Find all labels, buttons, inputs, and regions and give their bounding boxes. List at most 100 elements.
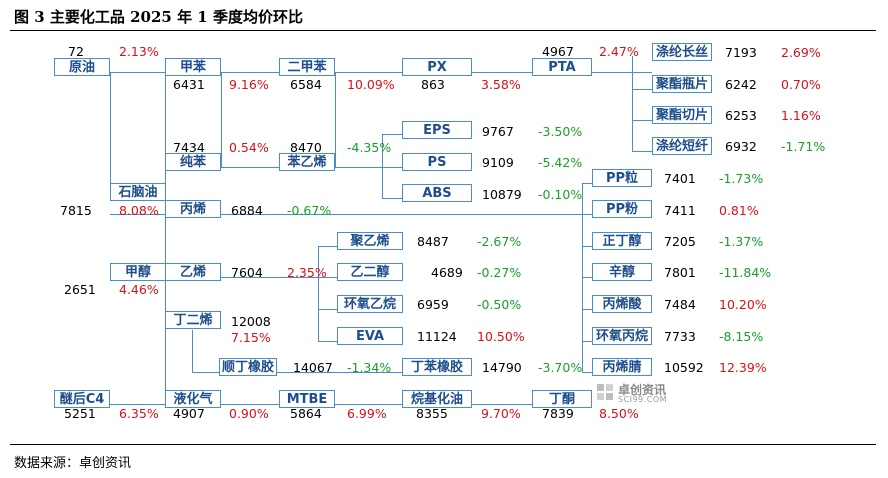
change-percent: -1.73%	[719, 171, 764, 186]
change-percent: -0.10%	[538, 187, 583, 202]
price-value: 8470	[290, 140, 322, 155]
price-value: 7411	[664, 203, 696, 218]
data-source: 数据来源：卓创资讯	[14, 456, 132, 471]
product-box-pta: PTA	[532, 58, 592, 76]
product-box-psf: 涤纶短纤	[652, 137, 712, 155]
connector-line	[110, 214, 592, 215]
connector-line	[192, 330, 193, 372]
price-value: 8487	[417, 234, 449, 249]
connector-line	[277, 372, 402, 373]
price-value: 14067	[293, 360, 333, 375]
watermark-url: SCI99.COM	[618, 395, 668, 404]
connector-line	[54, 72, 652, 73]
product-box-nba: 正丁醇	[592, 232, 652, 250]
price-value: 72	[68, 44, 84, 59]
change-percent: 7.15%	[231, 330, 271, 345]
change-percent: -11.84%	[719, 265, 772, 280]
connector-line	[582, 372, 592, 373]
product-box-methanol: 甲醇	[110, 263, 166, 281]
price-value: 4967	[542, 44, 574, 59]
connector-line	[221, 72, 222, 168]
footer-rule	[10, 444, 876, 445]
product-box-propylene: 丙烯	[165, 200, 221, 218]
connector-line	[582, 183, 592, 184]
change-percent: -3.50%	[538, 124, 583, 139]
change-percent: 8.50%	[599, 406, 639, 421]
figure-title: 图 3 主要化工品 2025 年 1 季度均价环比	[14, 8, 303, 26]
product-box-pp-powder: PP粉	[592, 200, 652, 218]
connector-line	[632, 89, 652, 90]
product-box-toluene: 甲苯	[165, 58, 221, 76]
price-value: 7484	[664, 297, 696, 312]
change-percent: -8.15%	[719, 329, 764, 344]
change-percent: -1.71%	[781, 139, 826, 154]
connector-line	[382, 134, 383, 199]
change-percent: 0.81%	[719, 203, 759, 218]
change-percent: 12.39%	[719, 360, 767, 375]
connector-line	[582, 277, 592, 278]
change-percent: 0.90%	[229, 406, 269, 421]
change-percent: 1.16%	[781, 108, 821, 123]
change-percent: -4.35%	[347, 140, 392, 155]
change-percent: 8.08%	[119, 203, 159, 218]
change-percent: 9.16%	[229, 77, 269, 92]
product-box-ethylene: 乙烯	[165, 263, 221, 281]
price-value: 7604	[231, 265, 263, 280]
product-box-benzene: 纯苯	[165, 153, 221, 171]
change-percent: 6.99%	[347, 406, 387, 421]
connector-line	[165, 72, 166, 232]
change-percent: 6.35%	[119, 406, 159, 421]
connector-line	[632, 120, 652, 121]
price-value: 8355	[416, 406, 448, 421]
price-value: 4907	[173, 406, 205, 421]
product-box-sbr: 丁苯橡胶	[402, 358, 472, 376]
price-value: 6431	[173, 77, 205, 92]
price-value: 7801	[664, 265, 696, 280]
change-percent: 10.50%	[477, 329, 525, 344]
change-percent: -3.70%	[538, 360, 583, 375]
product-box-c4: 醚后C4	[54, 390, 110, 408]
product-box-crude: 原油	[54, 58, 110, 76]
product-box-chip: 聚酯切片	[652, 106, 712, 124]
product-box-butanone: 丁酮	[532, 390, 592, 408]
connector-line	[335, 72, 336, 168]
title-rule	[10, 30, 876, 31]
price-value: 4689	[431, 265, 463, 280]
product-box-eva: EVA	[337, 327, 403, 345]
price-value: 6884	[231, 203, 263, 218]
change-percent: 10.20%	[719, 297, 767, 312]
connector-line	[582, 309, 592, 310]
product-box-abs: ABS	[402, 184, 472, 202]
product-box-octanol: 辛醇	[592, 263, 652, 281]
change-percent: 2.35%	[287, 265, 327, 280]
change-percent: 4.46%	[119, 282, 159, 297]
change-percent: 10.09%	[347, 77, 395, 92]
connector-line	[221, 277, 337, 278]
price-value: 9767	[482, 124, 514, 139]
connector-line	[192, 372, 220, 373]
connector-line	[582, 183, 583, 373]
connector-line	[165, 214, 166, 398]
product-box-meg: 乙二醇	[337, 263, 403, 281]
change-percent: 2.47%	[599, 44, 639, 59]
product-box-br: 顺丁橡胶	[219, 358, 277, 376]
connector-line	[110, 72, 111, 192]
product-box-mtbe: MTBE	[279, 390, 335, 408]
product-box-px: PX	[402, 58, 472, 76]
change-percent: -0.67%	[287, 203, 332, 218]
connector-line	[382, 198, 402, 199]
change-percent: 2.69%	[781, 45, 821, 60]
price-value: 9109	[482, 155, 514, 170]
price-value: 10879	[482, 187, 522, 202]
price-value: 2651	[64, 282, 96, 297]
product-box-pp-pellet: PP粒	[592, 169, 652, 187]
price-value: 6584	[290, 77, 322, 92]
connector-line	[632, 151, 652, 152]
price-value: 11124	[417, 329, 457, 344]
change-percent: 3.58%	[481, 77, 521, 92]
product-box-an: 丙烯腈	[592, 358, 652, 376]
price-value: 6959	[417, 297, 449, 312]
product-box-aa: 丙烯酸	[592, 295, 652, 313]
change-percent: -0.50%	[477, 297, 522, 312]
